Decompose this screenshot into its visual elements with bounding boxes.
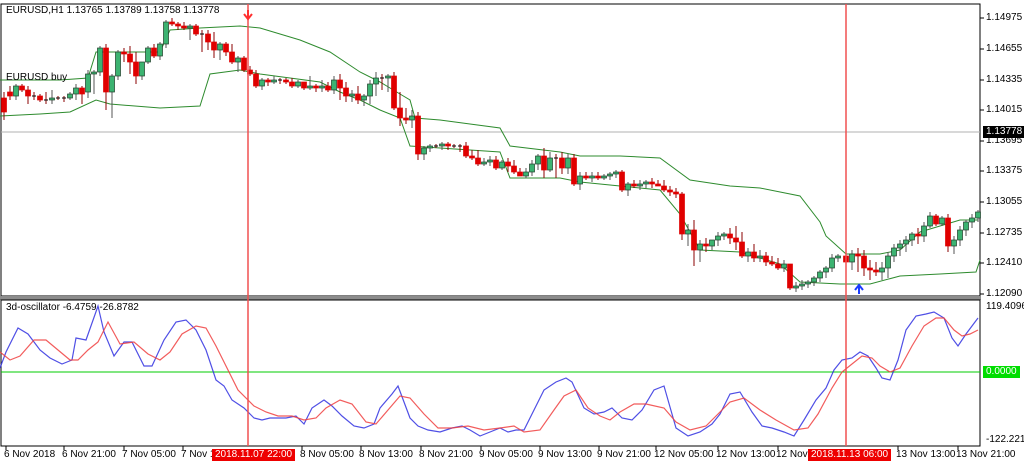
- price-channel: [0, 25, 981, 285]
- current-price-tag: 1.13778: [983, 126, 1024, 138]
- price-axis-label: 1.12410: [986, 257, 1023, 268]
- time-axis-label: 7 Nov 05:00: [122, 449, 176, 460]
- oscillator-lines: [0, 303, 979, 437]
- osc-min-label: -122.2215: [986, 434, 1024, 445]
- time-axis-label: 9 Nov 05:00: [479, 449, 533, 460]
- osc-max-label: 119.4096: [986, 301, 1024, 312]
- time-axis-label: 13 Nov 13:00: [896, 449, 956, 460]
- oscillator-pane-frame: [0, 299, 981, 447]
- price-axis-label: 1.13375: [986, 165, 1023, 176]
- candlesticks: [1, 18, 981, 292]
- price-axis-label: 1.12090: [986, 288, 1023, 299]
- price-axis-label: 1.14335: [986, 74, 1023, 85]
- price-axis-label: 1.14655: [986, 43, 1023, 54]
- buy-arrow-icon: [854, 283, 864, 294]
- time-axis-label: 12 Nov: [776, 449, 808, 460]
- price-axis-label: 1.14975: [986, 12, 1023, 23]
- time-axis-label: 8 Nov 05:00: [300, 449, 354, 460]
- price-axis-label: 1.12735: [986, 227, 1023, 238]
- time-axis-label: 6 Nov 21:00: [62, 449, 116, 460]
- time-axis-label: 12 Nov 13:00: [716, 449, 776, 460]
- signal-label: EURUSD buy: [6, 72, 68, 83]
- pane-separator[interactable]: [0, 296, 981, 300]
- time-axis-label: 8 Nov 13:00: [359, 449, 413, 460]
- price-axis-label: 1.13055: [986, 196, 1023, 207]
- time-axis-label: 13 Nov 21:00: [956, 449, 1016, 460]
- time-highlight-tag: 2018.11.13 06:00: [808, 449, 892, 461]
- chart-title: EURUSD,H1 1.13765 1.13789 1.13758 1.1377…: [6, 5, 220, 16]
- sell-arrow-icon: [243, 10, 253, 21]
- price-axis-label: 1.13695: [986, 135, 1023, 146]
- time-axis-label: 7 Nov 1: [181, 449, 216, 460]
- time-axis-label: 12 Nov 05:00: [654, 449, 714, 460]
- time-axis-label: 8 Nov 21:00: [419, 449, 473, 460]
- time-axis-label: 9 Nov 13:00: [538, 449, 592, 460]
- time-highlight-tag: 2018.11.07 22:00: [212, 449, 296, 461]
- indicator-title: 3d-oscillator -6.4759 -26.8782: [6, 302, 139, 313]
- time-axis-ticks: [5, 446, 959, 450]
- price-axis-ticks: [980, 17, 984, 295]
- price-axis-label: 1.14015: [986, 104, 1023, 115]
- time-axis-label: 6 Nov 2018: [4, 449, 56, 460]
- time-axis-label: 9 Nov 21:00: [597, 449, 651, 460]
- osc-zero-tag: 0.0000: [983, 366, 1020, 378]
